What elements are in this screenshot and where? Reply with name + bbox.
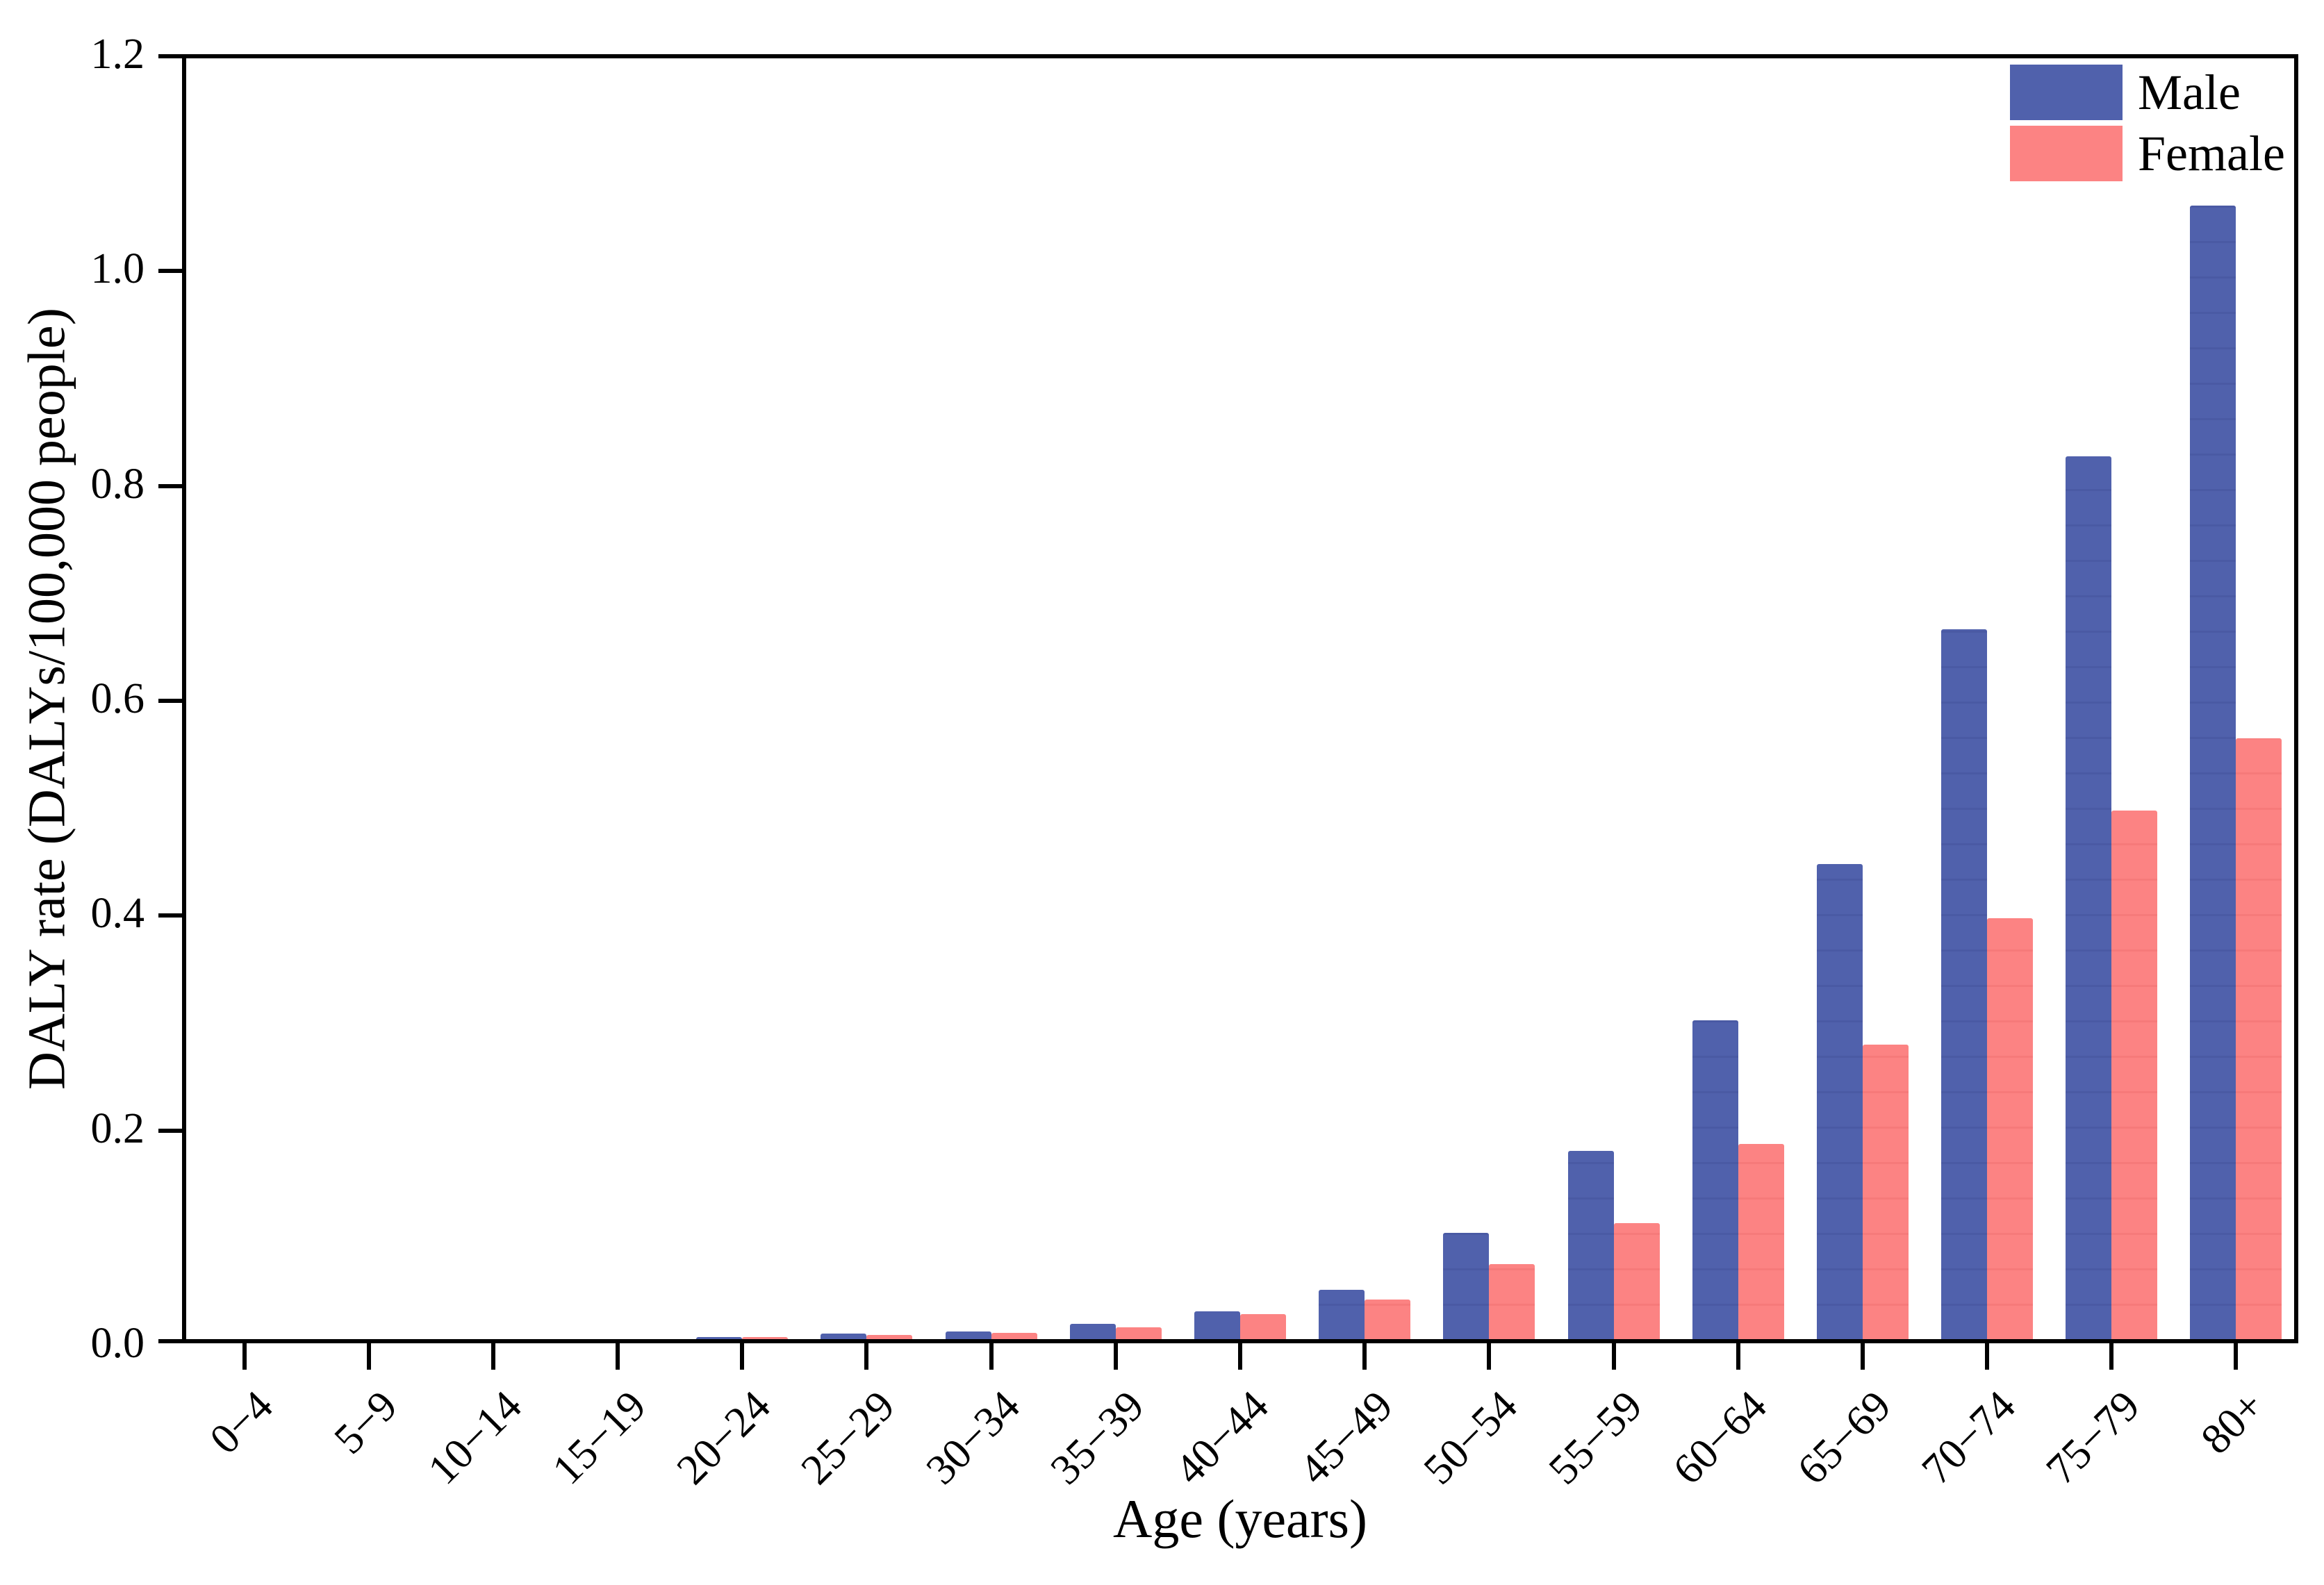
bar-male-25-29 — [821, 1334, 867, 1339]
x-tick-label: 50−54 — [1415, 1381, 1527, 1494]
y-tick-label: 0.8 — [90, 460, 145, 508]
y-tick-mark — [158, 483, 182, 488]
bar-male-30-34 — [945, 1331, 991, 1339]
x-tick-mark — [740, 1343, 745, 1370]
bar-male-60-64 — [1692, 1020, 1738, 1339]
legend-entry-female: Female — [2010, 126, 2285, 181]
bar-female-60-64 — [1738, 1144, 1784, 1339]
plot-area — [182, 54, 2298, 1343]
legend-swatch-male — [2010, 65, 2123, 120]
x-tick-label: 70−74 — [1913, 1381, 2025, 1494]
bar-female-65-69 — [1862, 1045, 1909, 1339]
x-tick-label: 30−34 — [917, 1381, 1029, 1494]
bar-male-75-79 — [2066, 456, 2112, 1339]
x-tick-label: 0−4 — [200, 1381, 282, 1463]
x-tick-mark — [242, 1343, 247, 1370]
y-tick-mark — [158, 1128, 182, 1133]
bar-female-70-74 — [1987, 918, 2034, 1339]
bar-male-20-24 — [696, 1337, 743, 1339]
y-tick-label: 1.0 — [90, 245, 145, 293]
y-tick-mark — [158, 913, 182, 918]
bar-male-80+ — [2190, 206, 2236, 1339]
bar-male-40-44 — [1194, 1311, 1240, 1339]
x-tick-label: 20−24 — [668, 1381, 780, 1494]
y-tick-label: 0.0 — [90, 1320, 145, 1367]
bar-female-30-34 — [991, 1333, 1037, 1339]
x-tick-label: 15−19 — [543, 1381, 656, 1494]
bar-male-65-69 — [1816, 864, 1863, 1339]
bar-male-45-49 — [1319, 1290, 1365, 1339]
x-tick-mark — [1362, 1343, 1367, 1370]
x-tick-mark — [366, 1343, 371, 1370]
y-tick-mark — [158, 54, 182, 58]
x-tick-mark — [1736, 1343, 1740, 1370]
y-tick-mark — [158, 699, 182, 703]
x-tick-mark — [1611, 1343, 1616, 1370]
x-tick-mark — [1113, 1343, 1118, 1370]
bar-female-50-54 — [1489, 1264, 1535, 1339]
x-tick-label: 10−14 — [419, 1381, 531, 1494]
bar-female-35-39 — [1115, 1327, 1162, 1339]
y-tick-mark — [158, 1339, 182, 1343]
bar-female-20-24 — [742, 1337, 789, 1339]
bar-female-80+ — [2236, 738, 2282, 1339]
bar-male-50-54 — [1443, 1233, 1490, 1339]
x-axis-title: Age (years) — [1113, 1488, 1367, 1549]
legend-entry-male: Male — [2010, 65, 2285, 120]
y-tick-label: 0.4 — [90, 890, 145, 938]
x-tick-mark — [616, 1343, 620, 1370]
x-tick-label: 55−59 — [1539, 1381, 1651, 1494]
y-tick-label: 1.2 — [90, 31, 145, 78]
bar-female-55-59 — [1613, 1223, 1660, 1339]
bar-male-70-74 — [1941, 629, 1988, 1339]
x-tick-mark — [2234, 1343, 2239, 1370]
x-tick-mark — [1985, 1343, 1990, 1370]
legend-label-male: Male — [2138, 65, 2241, 120]
x-tick-label: 45−49 — [1290, 1381, 1403, 1494]
x-tick-label: 40−44 — [1166, 1381, 1278, 1494]
x-tick-label: 35−39 — [1041, 1381, 1153, 1494]
bar-male-55-59 — [1567, 1151, 1614, 1339]
x-tick-label: 75−79 — [2037, 1381, 2150, 1494]
bar-male-35-39 — [1069, 1324, 1116, 1339]
x-tick-label: 60−64 — [1664, 1381, 1776, 1494]
x-tick-mark — [2109, 1343, 2114, 1370]
x-tick-mark — [1860, 1343, 1865, 1370]
x-tick-label: 80+ — [2192, 1381, 2274, 1463]
bar-female-75-79 — [2111, 811, 2158, 1339]
legend-swatch-female — [2010, 126, 2123, 181]
legend-label-female: Female — [2138, 126, 2285, 181]
y-tick-mark — [158, 269, 182, 274]
x-tick-label: 65−69 — [1788, 1381, 1900, 1494]
y-tick-label: 0.6 — [90, 675, 145, 722]
x-tick-mark — [989, 1343, 994, 1370]
legend: Male Female — [2010, 65, 2285, 187]
x-tick-mark — [1238, 1343, 1242, 1370]
x-tick-label: 25−29 — [792, 1381, 905, 1494]
x-tick-label: 5−9 — [325, 1381, 406, 1463]
bar-female-45-49 — [1365, 1300, 1411, 1339]
x-tick-mark — [864, 1343, 869, 1370]
x-tick-mark — [491, 1343, 495, 1370]
y-tick-label: 0.2 — [90, 1104, 145, 1152]
bar-female-25-29 — [866, 1335, 913, 1339]
bar-female-40-44 — [1240, 1314, 1286, 1339]
x-tick-mark — [1487, 1343, 1492, 1370]
